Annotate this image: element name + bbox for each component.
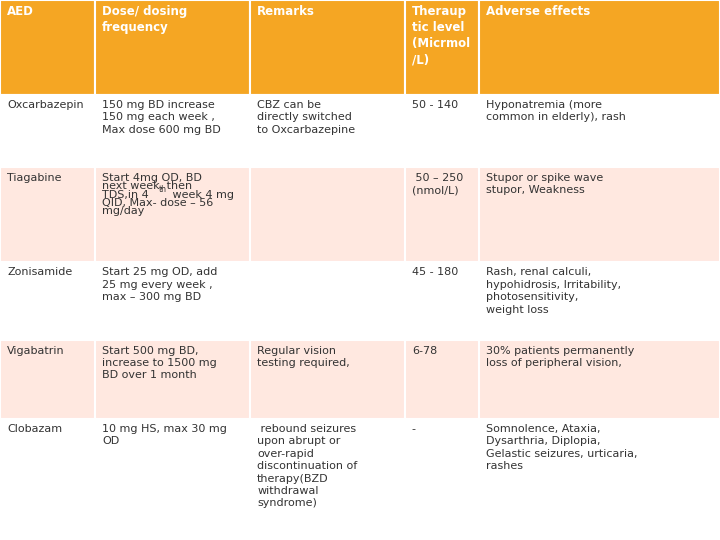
Text: th: th xyxy=(158,185,166,194)
Text: 50 - 140: 50 - 140 xyxy=(412,100,458,110)
Bar xyxy=(479,418,720,540)
Text: Somnolence, Ataxia,
Dysarthria, Diplopia,
Gelastic seizures, urticaria,
rashes: Somnolence, Ataxia, Dysarthria, Diplopia… xyxy=(486,424,637,471)
Bar xyxy=(95,262,250,340)
Bar xyxy=(479,340,720,418)
Text: -: - xyxy=(412,424,416,434)
Text: AED: AED xyxy=(7,5,34,18)
Text: 6-78: 6-78 xyxy=(412,346,437,356)
Bar xyxy=(479,262,720,340)
Bar xyxy=(0,0,95,94)
Bar xyxy=(405,340,479,418)
Text: next week, then: next week, then xyxy=(102,181,192,191)
Text: Hyponatremia (more
common in elderly), rash: Hyponatremia (more common in elderly), r… xyxy=(486,100,626,122)
Bar xyxy=(0,418,95,540)
Bar xyxy=(250,0,405,94)
Text: 30% patients permanently
loss of peripheral vision,: 30% patients permanently loss of periphe… xyxy=(486,346,634,368)
Bar xyxy=(250,340,405,418)
Text: 45 - 180: 45 - 180 xyxy=(412,267,458,278)
Text: Tiagabine: Tiagabine xyxy=(7,173,62,183)
Bar xyxy=(0,340,95,418)
Bar xyxy=(0,167,95,262)
Text: TDS,in 4: TDS,in 4 xyxy=(102,190,149,200)
Text: Dose/ dosing
frequency: Dose/ dosing frequency xyxy=(102,5,187,35)
Bar xyxy=(250,418,405,540)
Text: Oxcarbazepin: Oxcarbazepin xyxy=(7,100,84,110)
Text: Start 500 mg BD,
increase to 1500 mg
BD over 1 month: Start 500 mg BD, increase to 1500 mg BD … xyxy=(102,346,217,380)
Text: Adverse effects: Adverse effects xyxy=(486,5,590,18)
Bar xyxy=(405,94,479,167)
Text: QID, Max- dose – 56: QID, Max- dose – 56 xyxy=(102,198,214,208)
Bar xyxy=(405,0,479,94)
Bar xyxy=(250,167,405,262)
Bar xyxy=(95,340,250,418)
Bar xyxy=(405,262,479,340)
Text: Start 25 mg OD, add
25 mg every week ,
max – 300 mg BD: Start 25 mg OD, add 25 mg every week , m… xyxy=(102,267,217,302)
Text: Regular vision
testing required,: Regular vision testing required, xyxy=(257,346,350,368)
Text: Clobazam: Clobazam xyxy=(7,424,63,434)
Bar xyxy=(95,418,250,540)
Text: Remarks: Remarks xyxy=(257,5,315,18)
Text: 50 – 250
(nmol/L): 50 – 250 (nmol/L) xyxy=(412,173,463,195)
Bar xyxy=(95,94,250,167)
Text: Rash, renal calculi,
hypohidrosis, Irritability,
photosensitivity,
weight loss: Rash, renal calculi, hypohidrosis, Irrit… xyxy=(486,267,621,314)
Text: Zonisamide: Zonisamide xyxy=(7,267,73,278)
Text: mg/day: mg/day xyxy=(102,206,145,217)
Bar xyxy=(479,167,720,262)
Text: Vigabatrin: Vigabatrin xyxy=(7,346,65,356)
Bar xyxy=(0,94,95,167)
Bar xyxy=(250,262,405,340)
Bar xyxy=(95,167,250,262)
Bar xyxy=(0,262,95,340)
Text: Start 4mg OD, BD: Start 4mg OD, BD xyxy=(102,173,202,183)
Text: Theraup
tic level
(Micrmol
/L): Theraup tic level (Micrmol /L) xyxy=(412,5,470,66)
Text: 150 mg BD increase
150 mg each week ,
Max dose 600 mg BD: 150 mg BD increase 150 mg each week , Ma… xyxy=(102,100,221,134)
Bar xyxy=(405,167,479,262)
Text: rebound seizures
upon abrupt or
over-rapid
discontinuation of
therapy(BZD
withdr: rebound seizures upon abrupt or over-rap… xyxy=(257,424,357,508)
Bar xyxy=(405,418,479,540)
Bar xyxy=(479,0,720,94)
Bar xyxy=(250,94,405,167)
Bar xyxy=(95,0,250,94)
Text: week 4 mg: week 4 mg xyxy=(169,190,234,200)
Text: CBZ can be
directly switched
to Oxcarbazepine: CBZ can be directly switched to Oxcarbaz… xyxy=(257,100,355,134)
Bar xyxy=(479,94,720,167)
Text: Stupor or spike wave
stupor, Weakness: Stupor or spike wave stupor, Weakness xyxy=(486,173,603,195)
Text: 10 mg HS, max 30 mg
OD: 10 mg HS, max 30 mg OD xyxy=(102,424,227,446)
